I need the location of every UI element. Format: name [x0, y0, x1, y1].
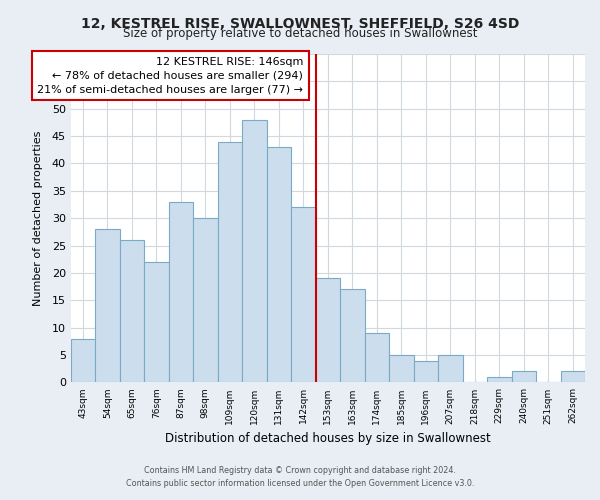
Bar [560, 372, 585, 382]
X-axis label: Distribution of detached houses by size in Swallownest: Distribution of detached houses by size … [165, 432, 491, 445]
Bar [512, 372, 536, 382]
Bar [389, 355, 413, 382]
Bar [193, 218, 218, 382]
Text: Contains HM Land Registry data © Crown copyright and database right 2024.
Contai: Contains HM Land Registry data © Crown c… [126, 466, 474, 487]
Bar [438, 355, 463, 382]
Bar [144, 262, 169, 382]
Text: 12 KESTREL RISE: 146sqm
← 78% of detached houses are smaller (294)
21% of semi-d: 12 KESTREL RISE: 146sqm ← 78% of detache… [37, 56, 304, 94]
Text: Size of property relative to detached houses in Swallownest: Size of property relative to detached ho… [123, 28, 477, 40]
Y-axis label: Number of detached properties: Number of detached properties [34, 130, 43, 306]
Bar [316, 278, 340, 382]
Bar [291, 208, 316, 382]
Bar [169, 202, 193, 382]
Bar [487, 377, 512, 382]
Bar [242, 120, 266, 382]
Bar [95, 229, 119, 382]
Bar [413, 360, 438, 382]
Bar [71, 338, 95, 382]
Bar [365, 333, 389, 382]
Bar [340, 290, 365, 382]
Bar [266, 147, 291, 382]
Bar [119, 240, 144, 382]
Text: 12, KESTREL RISE, SWALLOWNEST, SHEFFIELD, S26 4SD: 12, KESTREL RISE, SWALLOWNEST, SHEFFIELD… [81, 18, 519, 32]
Bar [218, 142, 242, 382]
